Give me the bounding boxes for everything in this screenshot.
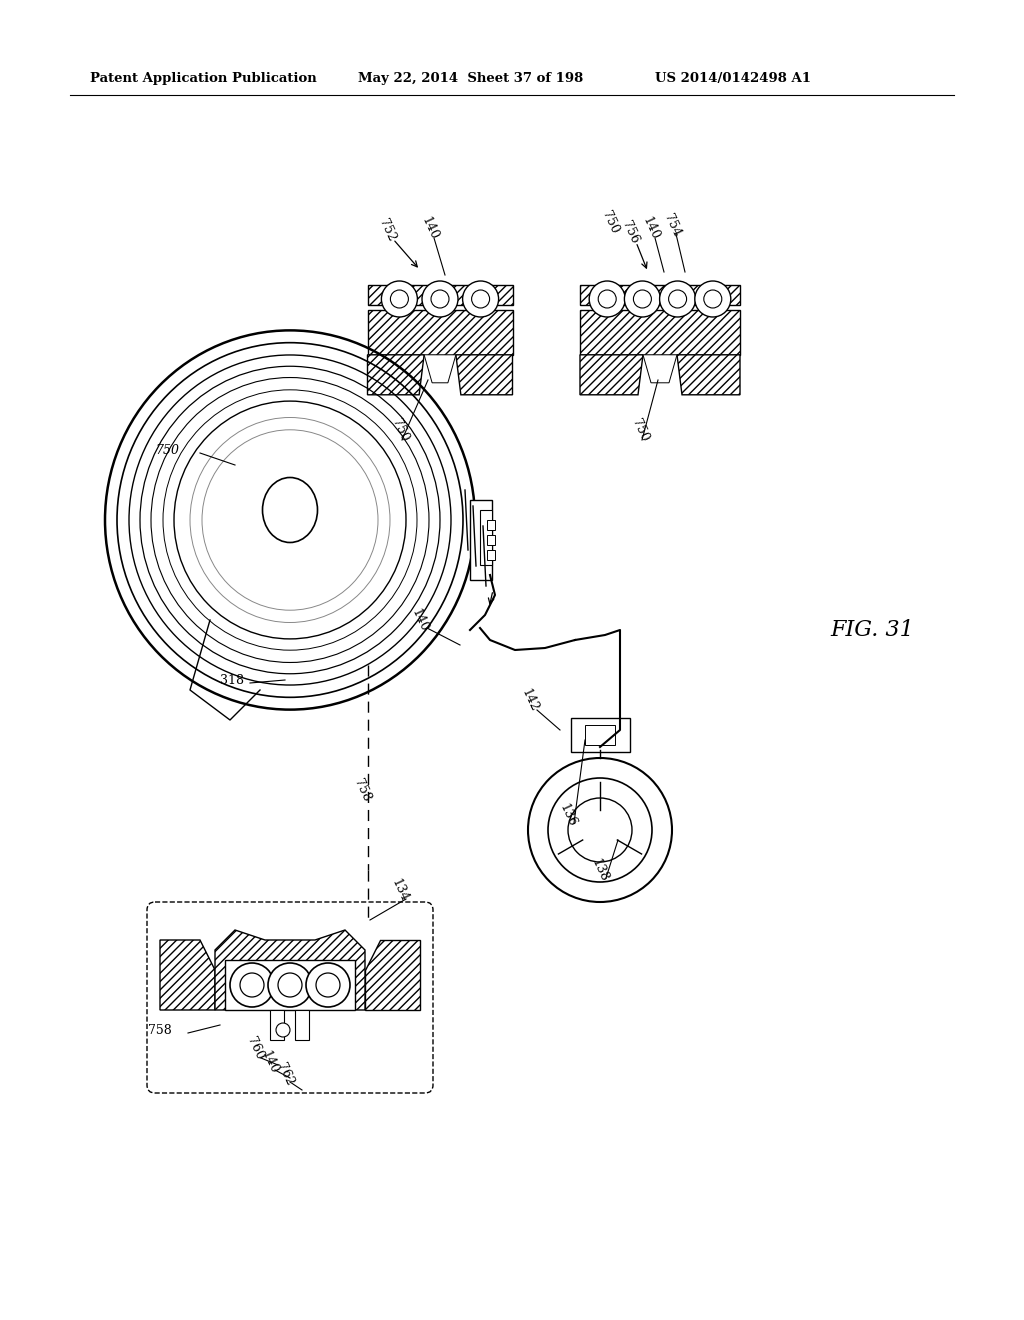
- Text: 756: 756: [620, 219, 641, 246]
- Text: 318: 318: [220, 673, 244, 686]
- Bar: [580, 285, 740, 305]
- FancyBboxPatch shape: [570, 718, 630, 752]
- Circle shape: [276, 1023, 290, 1038]
- Text: 140: 140: [419, 214, 441, 242]
- Bar: [368, 285, 512, 305]
- Bar: [270, 1010, 284, 1040]
- Polygon shape: [215, 931, 365, 1010]
- Circle shape: [589, 281, 626, 317]
- Ellipse shape: [174, 401, 406, 639]
- Bar: [225, 960, 355, 1010]
- Polygon shape: [365, 940, 420, 1010]
- Text: 750: 750: [155, 444, 179, 457]
- Ellipse shape: [262, 478, 317, 543]
- Bar: [585, 725, 615, 744]
- Text: 140: 140: [409, 606, 431, 634]
- Text: 136: 136: [557, 801, 579, 829]
- Bar: [580, 310, 740, 355]
- Bar: [480, 510, 492, 565]
- Polygon shape: [424, 355, 456, 383]
- Text: 758: 758: [148, 1023, 172, 1036]
- Text: 134: 134: [389, 876, 411, 904]
- Circle shape: [548, 777, 652, 882]
- Circle shape: [422, 281, 458, 317]
- Circle shape: [528, 758, 672, 902]
- Circle shape: [659, 281, 695, 317]
- Text: 140: 140: [640, 214, 662, 242]
- Text: FIG. 31: FIG. 31: [830, 619, 913, 642]
- Text: Patent Application Publication: Patent Application Publication: [90, 73, 316, 84]
- Text: 760: 760: [244, 1035, 266, 1061]
- Polygon shape: [643, 355, 677, 383]
- Circle shape: [381, 281, 418, 317]
- Bar: [487, 520, 495, 531]
- Text: 758: 758: [351, 776, 373, 804]
- Text: 142: 142: [519, 686, 541, 714]
- Circle shape: [472, 290, 489, 308]
- Polygon shape: [368, 355, 424, 395]
- Circle shape: [230, 964, 274, 1007]
- Bar: [487, 550, 495, 560]
- Circle shape: [240, 973, 264, 997]
- Circle shape: [669, 290, 687, 308]
- Circle shape: [598, 290, 616, 308]
- Circle shape: [278, 973, 302, 997]
- Text: 138: 138: [589, 857, 611, 883]
- Circle shape: [634, 290, 651, 308]
- Polygon shape: [456, 355, 512, 395]
- Text: 750: 750: [599, 209, 621, 235]
- Text: 752: 752: [376, 216, 398, 243]
- Text: May 22, 2014  Sheet 37 of 198: May 22, 2014 Sheet 37 of 198: [358, 73, 584, 84]
- Circle shape: [431, 290, 449, 308]
- Bar: [295, 1010, 309, 1040]
- Text: 762: 762: [274, 1060, 296, 1088]
- Polygon shape: [677, 355, 740, 395]
- Bar: [470, 500, 492, 579]
- Text: US 2014/0142498 A1: US 2014/0142498 A1: [655, 73, 811, 84]
- Text: 754: 754: [662, 211, 683, 239]
- Circle shape: [703, 290, 722, 308]
- Circle shape: [568, 799, 632, 862]
- Polygon shape: [160, 940, 215, 1010]
- Circle shape: [695, 281, 731, 317]
- Circle shape: [463, 281, 499, 317]
- Circle shape: [306, 964, 350, 1007]
- Text: 140: 140: [259, 1048, 281, 1076]
- Bar: [368, 310, 512, 355]
- Text: 750: 750: [629, 417, 651, 444]
- Circle shape: [268, 964, 312, 1007]
- Circle shape: [390, 290, 409, 308]
- Bar: [487, 535, 495, 545]
- Circle shape: [316, 973, 340, 997]
- Polygon shape: [580, 355, 643, 395]
- Circle shape: [625, 281, 660, 317]
- Text: 750: 750: [389, 417, 411, 444]
